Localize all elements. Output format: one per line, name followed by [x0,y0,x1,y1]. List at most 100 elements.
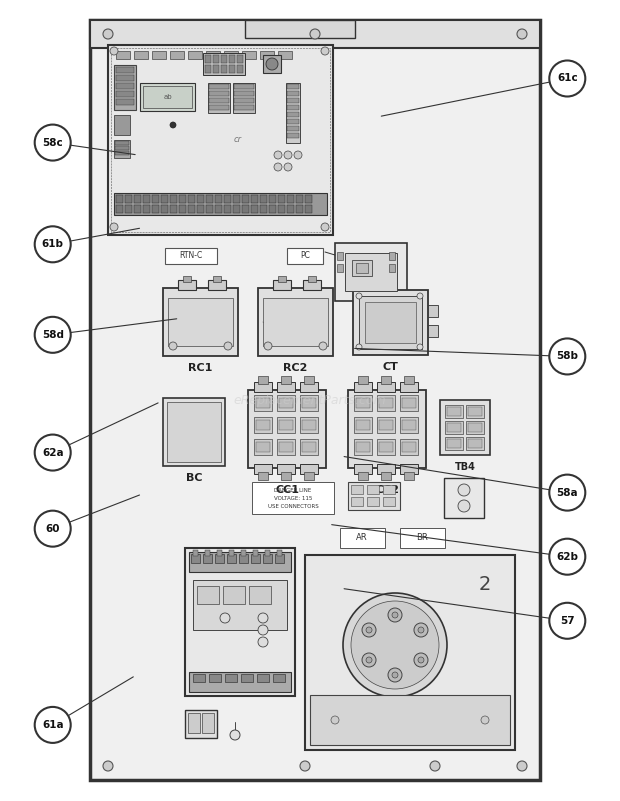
Circle shape [331,716,339,724]
Bar [279,442,293,452]
Bar [466,437,484,450]
Bar [188,51,202,59]
Circle shape [169,342,177,350]
Bar [348,390,426,468]
Circle shape [549,61,585,96]
Bar [351,485,363,494]
Bar [134,205,141,213]
Bar [358,376,368,384]
Bar [125,195,132,203]
Bar [245,20,355,38]
Circle shape [414,623,428,637]
Bar [234,98,254,103]
Bar [254,395,272,411]
Circle shape [549,539,585,574]
Circle shape [549,475,585,510]
Bar [233,195,240,203]
Bar [237,65,243,73]
Bar [234,105,254,110]
Bar [185,548,295,696]
Bar [251,205,258,213]
Circle shape [170,122,176,128]
Bar [302,420,316,430]
Bar [377,439,395,455]
Bar [445,437,463,450]
Circle shape [274,151,282,159]
Bar [365,302,416,343]
Bar [447,407,461,416]
Text: USE CONNECTORS: USE CONNECTORS [268,504,319,509]
Bar [188,205,195,213]
Bar [241,674,253,682]
Bar [278,276,286,282]
Bar [308,276,316,282]
Bar [356,263,368,273]
Bar [287,126,299,131]
Bar [263,554,272,563]
Bar [237,55,243,63]
Circle shape [284,163,292,171]
Text: BC: BC [186,473,202,483]
Text: RC1: RC1 [188,363,212,373]
Bar [134,51,148,59]
Text: VOLTAGE: 115: VOLTAGE: 115 [274,496,312,501]
Circle shape [274,163,282,171]
Circle shape [430,761,440,771]
Bar [114,140,130,158]
Text: 2: 2 [479,575,491,594]
Text: TB4: TB4 [454,462,476,472]
Bar [377,395,395,411]
Text: DANGER LINE: DANGER LINE [275,488,312,493]
Bar [189,552,291,572]
Bar [402,442,416,452]
Bar [242,195,249,203]
Bar [185,710,217,738]
Bar [279,420,293,430]
Bar [229,55,235,63]
Circle shape [392,612,398,618]
Bar [287,112,299,117]
Bar [273,674,285,682]
Bar [265,550,270,556]
Text: 62b: 62b [556,552,578,562]
Bar [254,439,272,455]
Bar [258,472,268,480]
Bar [287,98,299,103]
Bar [305,205,312,213]
Bar [260,205,267,213]
Bar [191,554,200,563]
Circle shape [362,653,376,667]
Bar [134,195,141,203]
Bar [447,423,461,432]
Bar [389,264,395,272]
Bar [354,395,372,411]
Bar [125,205,132,213]
Bar [248,390,326,468]
Bar [108,45,333,235]
Circle shape [224,342,232,350]
Bar [257,674,269,682]
Bar [400,439,418,455]
Bar [359,296,422,349]
Bar [353,290,428,355]
Bar [152,205,159,213]
Text: PC: PC [300,252,310,260]
Bar [356,398,370,408]
Circle shape [351,601,439,689]
Bar [379,442,393,452]
Bar [404,376,414,384]
Bar [466,421,484,434]
Bar [253,550,258,556]
Text: CC2: CC2 [375,485,399,495]
Bar [254,382,272,392]
Bar [254,417,272,433]
Bar [242,205,249,213]
Bar [445,421,463,434]
Bar [277,395,295,411]
Bar [287,91,299,96]
Circle shape [321,223,329,231]
Circle shape [356,293,362,299]
Text: 62a: 62a [42,448,63,457]
Circle shape [300,761,310,771]
Bar [367,485,379,494]
